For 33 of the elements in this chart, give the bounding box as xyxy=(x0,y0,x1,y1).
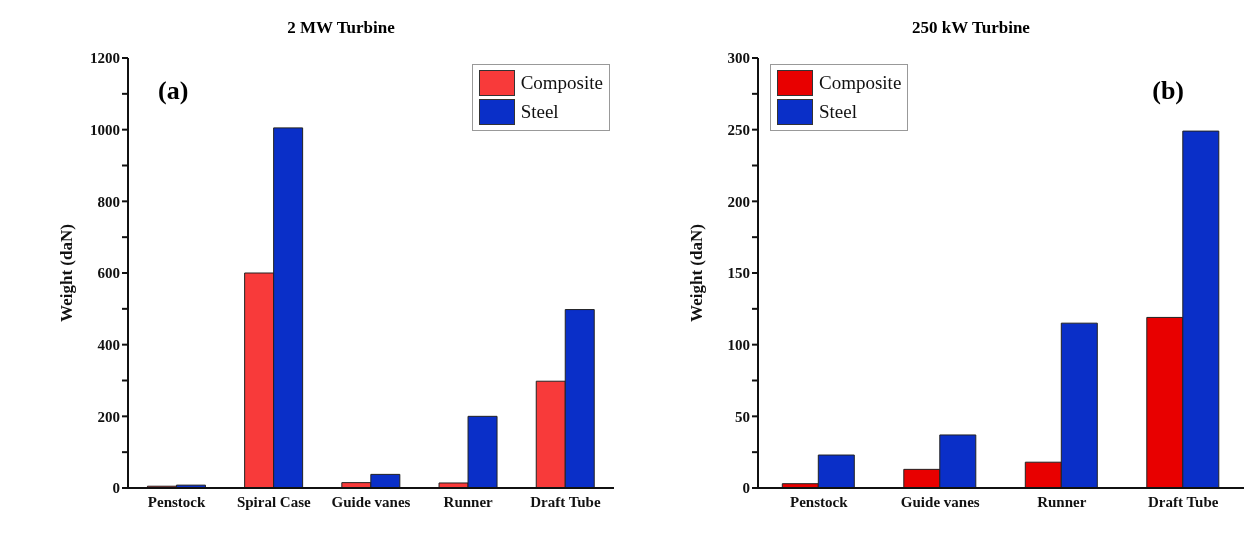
x-tick-label: Spiral Case xyxy=(236,493,312,510)
y-tick-label: 0 xyxy=(112,480,120,497)
y-tick-label: 150 xyxy=(727,265,750,282)
chart-title: 2 MW Turbine xyxy=(286,18,396,38)
x-tick-label: Penstock xyxy=(790,493,849,510)
y-tick-label: 600 xyxy=(97,265,120,282)
legend-label: Steel xyxy=(819,101,857,123)
y-tick-label: 800 xyxy=(97,193,120,210)
y-tick-label: 1200 xyxy=(90,50,120,67)
y-tick-label: 50 xyxy=(735,408,750,425)
y-tick-label: 200 xyxy=(97,408,120,425)
x-tick-label: Penstock xyxy=(147,493,206,510)
y-tick-label: 200 xyxy=(727,193,750,210)
annotation: (a) xyxy=(158,76,189,106)
legend-label: Composite xyxy=(819,72,902,94)
y-tick-label: 300 xyxy=(727,50,750,67)
y-tick-label: 250 xyxy=(727,121,750,138)
annotation: (b) xyxy=(1152,76,1184,106)
y-tick-label: 400 xyxy=(97,336,120,353)
x-tick-label: Runner xyxy=(1037,493,1087,510)
x-tick-label: Runner xyxy=(443,493,494,510)
legend-label: Composite xyxy=(520,72,603,94)
y-tick-label: 0 xyxy=(742,480,750,497)
legend-label: Steel xyxy=(520,101,559,123)
x-tick-label: Guide vanes xyxy=(900,493,980,510)
x-tick-label: Draft Tube xyxy=(1148,493,1219,510)
x-tick-label: Guide vanes xyxy=(331,493,411,510)
y-axis-title: Weight (daN) xyxy=(687,224,707,322)
y-axis-title: Weight (daN) xyxy=(57,224,77,322)
chart-title: 250 kW Turbine xyxy=(911,18,1031,38)
x-tick-label: Draft Tube xyxy=(530,493,601,510)
y-tick-label: 1000 xyxy=(90,121,120,138)
y-tick-label: 100 xyxy=(727,336,750,353)
